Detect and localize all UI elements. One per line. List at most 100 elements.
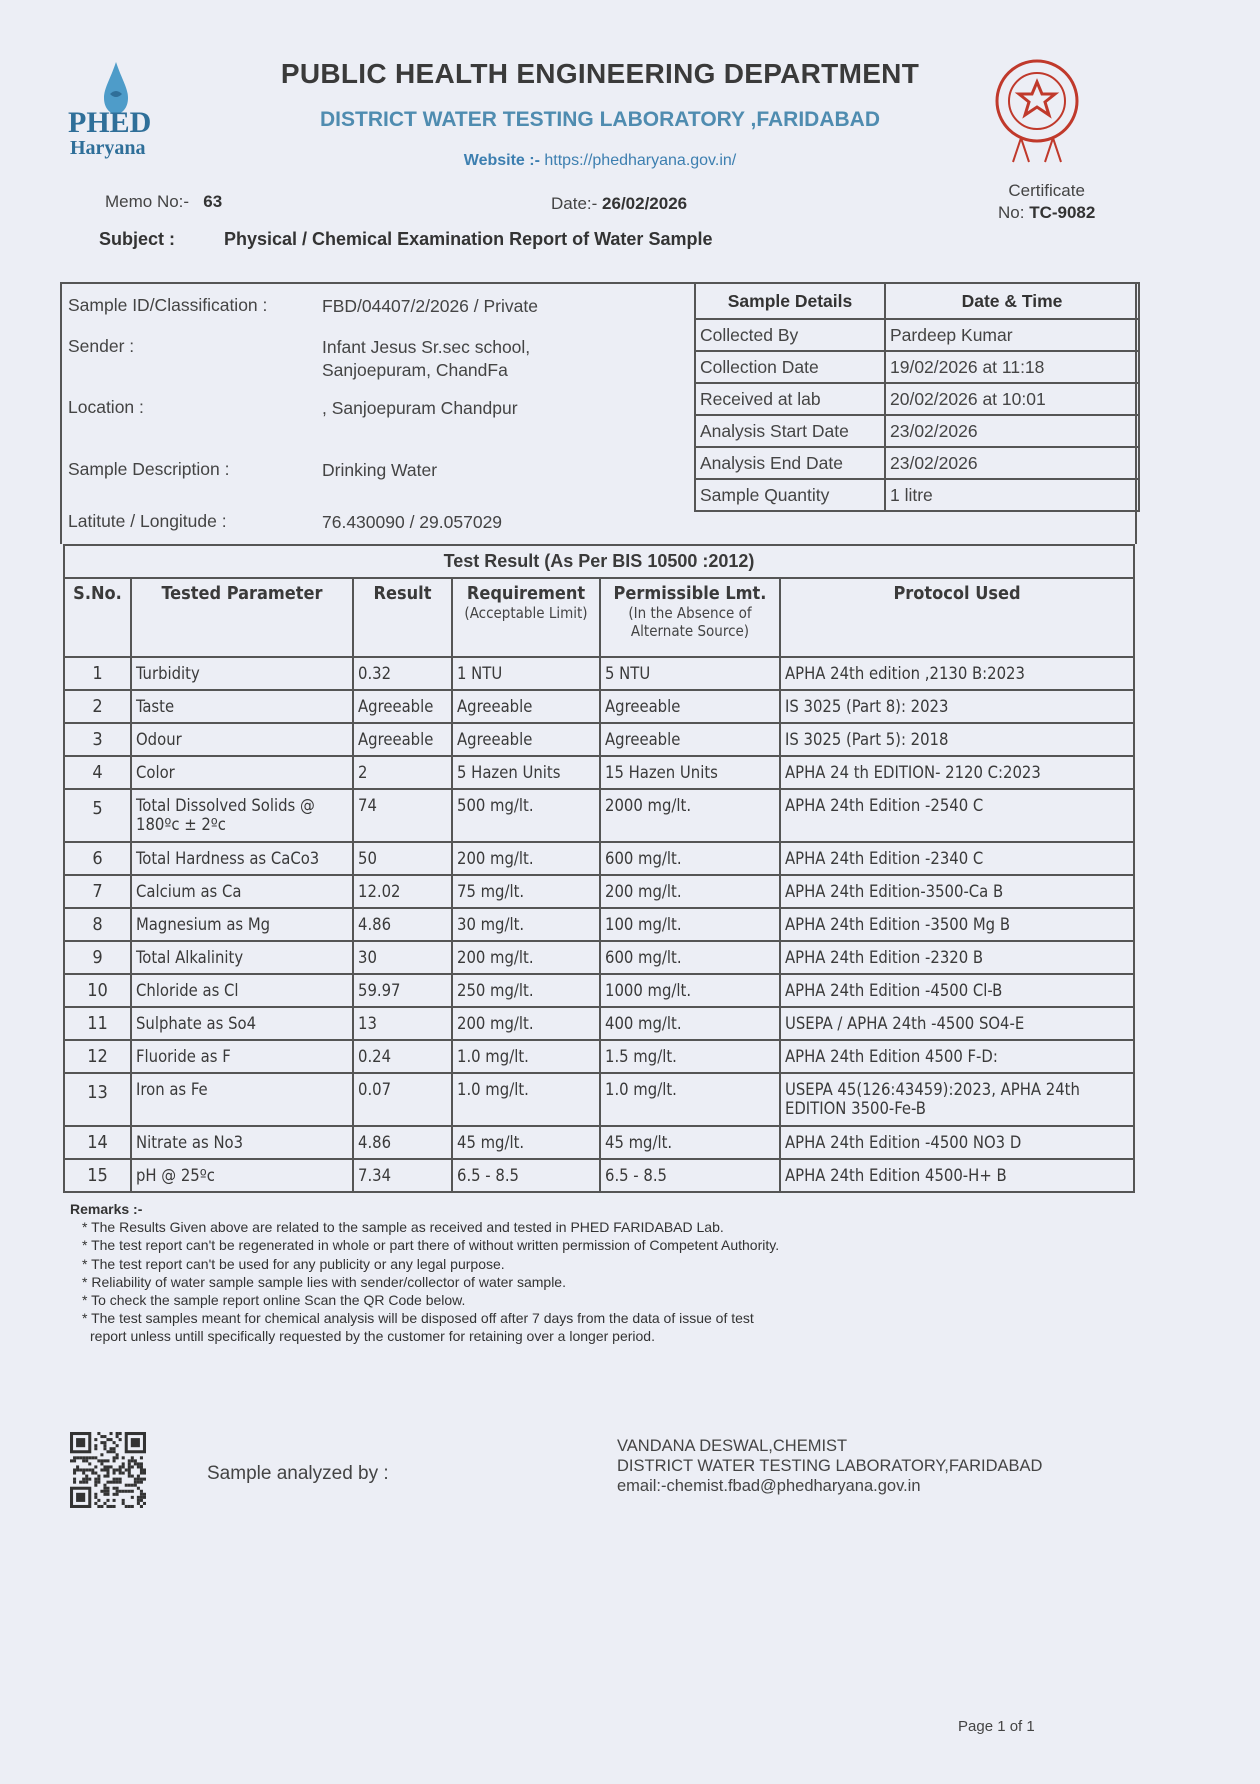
cell-permissible: 600 mg/lt. [599,841,781,876]
cell-parameter: Odour [130,722,354,757]
cell-protocol: APHA 24th Edition -4500 NO3 D [779,1125,1135,1160]
detail-value: 19/02/2026 at 11:18 [884,350,1140,384]
cell-result: 4.86 [352,1125,453,1160]
cell-permissible: Agreeable [599,689,781,724]
phed-haryana-logo: PHED Haryana [60,58,180,168]
description-value: Drinking Water [322,460,438,480]
requirement-title: Requirement [466,583,586,604]
table-row: 1 Turbidity 0.32 1 NTU 5 NTU APHA 24th editio… [63,656,1135,691]
cell-permissible: 15 Hazen Units [599,755,781,790]
cell-parameter: Calcium as Ca [130,874,354,909]
remarks-title: Remarks :- [70,1201,143,1217]
cell-result: 12.02 [352,874,453,909]
certificate-value: TC-9082 [1029,203,1096,222]
chemist-signature-block: VANDANA DESWAL,CHEMIST DISTRICT WATER TE… [617,1436,1042,1496]
cell-sno: 9 [63,940,132,975]
cell-sno: 6 [63,841,132,876]
sender-line: Infant Jesus Sr.sec school, [322,337,531,357]
cell-parameter: Turbidity [130,656,354,691]
latlong-label: Latitute / Longitude : [68,511,227,531]
nabl-seal [985,56,1090,166]
table-row: 7 Calcium as Ca 12.02 75 mg/lt. 200 mg/lt. AP… [63,874,1135,909]
table-row: 6 Total Hardness as CaCo3 50 200 mg/lt. 600 … [63,841,1135,876]
detail-label: Sample Quantity [694,478,886,512]
memo-value: 63 [203,192,223,211]
table-row: 11 Sulphate as So4 13 200 mg/lt. 400 mg/lt. U… [63,1006,1135,1041]
cell-result: 59.97 [352,973,453,1008]
cell-permissible: 400 mg/lt. [599,1006,781,1041]
cell-sno: 14 [63,1125,132,1160]
detail-value: Pardeep Kumar [884,318,1140,352]
qr-code[interactable] [70,1432,146,1508]
cell-sno: 11 [63,1006,132,1041]
chemist-name: VANDANA DESWAL,CHEMIST [617,1437,848,1455]
page-number: Page 1 of 1 [958,1718,1035,1735]
cell-protocol: USEPA 45(126:43459):2023, APHA 24th EDIT… [779,1072,1135,1127]
location-value: , Sanjoepuram Chandpur [322,398,518,418]
cell-requirement: 75 mg/lt. [451,874,601,909]
report-date: Date:- 26/02/2026 [551,194,687,214]
remark-item: * The Results Given above are related to… [82,1219,724,1236]
certificate-no-label: No: [998,203,1025,222]
table-row: 14 Nitrate as No3 4.86 45 mg/lt. 45 mg/lt. AP… [63,1125,1135,1160]
remark-item: * The test report can't be regenerated i… [82,1237,780,1254]
cell-parameter: Fluoride as F [130,1039,354,1074]
cell-result: 74 [352,788,453,843]
cell-result: 13 [352,1006,453,1041]
table-row: 2 Taste Agreeable Agreeable Agreeable IS 3025… [63,689,1135,724]
cell-protocol: USEPA / APHA 24th -4500 SO4-E [779,1006,1135,1041]
sample-detail-row: Collected By Pardeep Kumar [694,318,1140,352]
cell-protocol: IS 3025 (Part 5): 2018 [779,722,1135,757]
table-row: 3 Odour Agreeable Agreeable Agreeable IS 3025… [63,722,1135,757]
table-row: 15 pH @ 25ºc 7.34 6.5 - 8.5 6.5 - 8.5 APHA 24… [63,1158,1135,1193]
detail-value: 1 litre [884,478,1140,512]
cell-sno: 12 [63,1039,132,1074]
cell-permissible: 600 mg/lt. [599,940,781,975]
cell-parameter: pH @ 25ºc [130,1158,354,1193]
detail-label: Analysis Start Date [694,414,886,448]
test-result-title: Test Result (As Per BIS 10500 :2012) [63,544,1135,579]
cell-sno: 10 [63,973,132,1008]
sample-detail-row: Collection Date 19/02/2026 at 11:18 [694,350,1140,384]
date-label: Date:- [551,194,598,213]
sample-detail-row: Sample Quantity 1 litre [694,478,1140,512]
table-row: 4 Color 2 5 Hazen Units 15 Hazen Units APHA 2… [63,755,1135,790]
cell-permissible: 6.5 - 8.5 [599,1158,781,1193]
cell-permissible: Agreeable [599,722,781,757]
cell-sno: 2 [63,689,132,724]
certificate-number: Certificate No: TC-9082 [998,180,1095,224]
memo-label: Memo No:- [105,192,190,211]
cell-requirement: 500 mg/lt. [451,788,601,843]
cell-result: 0.24 [352,1039,453,1074]
cell-sno: 3 [63,722,132,757]
sample-detail-row: Analysis End Date 23/02/2026 [694,446,1140,480]
table-row: 9 Total Alkalinity 30 200 mg/lt. 600 mg/lt. A… [63,940,1135,975]
cell-protocol: APHA 24th Edition -2320 B [779,940,1135,975]
cell-permissible: 45 mg/lt. [599,1125,781,1160]
cell-permissible: 200 mg/lt. [599,874,781,909]
cell-parameter: Color [130,755,354,790]
cell-parameter: Chloride as Cl [130,973,354,1008]
cell-sno: 5 [63,788,132,843]
cell-requirement: 30 mg/lt. [451,907,601,942]
cell-requirement: 200 mg/lt. [451,940,601,975]
cell-parameter: Total Alkalinity [130,940,354,975]
subject-value: Physical / Chemical Examination Report o… [224,229,713,249]
permissible-subtitle: (In the Absence of Alternate Source) [628,604,752,640]
department-title: PUBLIC HEALTH ENGINEERING DEPARTMENT [280,58,920,89]
subject-label: Subject : [99,229,176,249]
sender-line: Sanjoepuram, ChandFa [322,360,508,380]
website-link[interactable]: https://phedharyana.gov.in/ [544,152,737,169]
location-label: Location : [68,397,144,417]
cell-parameter: Sulphate as So4 [130,1006,354,1041]
cell-protocol: IS 3025 (Part 8): 2023 [779,689,1135,724]
cell-result: 30 [352,940,453,975]
cell-sno: 13 [63,1072,132,1127]
header-sample-details: Sample Details [694,282,886,320]
cell-protocol: APHA 24 th EDITION- 2120 C:2023 [779,755,1135,790]
table-row: 12 Fluoride as F 0.24 1.0 mg/lt. 1.5 mg/lt. A… [63,1039,1135,1074]
cell-parameter: Total Dissolved Solids @ 180ºc ± 2ºc [130,788,354,843]
memo-number: Memo No:- 63 [105,192,222,212]
cell-permissible: 2000 mg/lt. [599,788,781,843]
cell-permissible: 1.5 mg/lt. [599,1039,781,1074]
